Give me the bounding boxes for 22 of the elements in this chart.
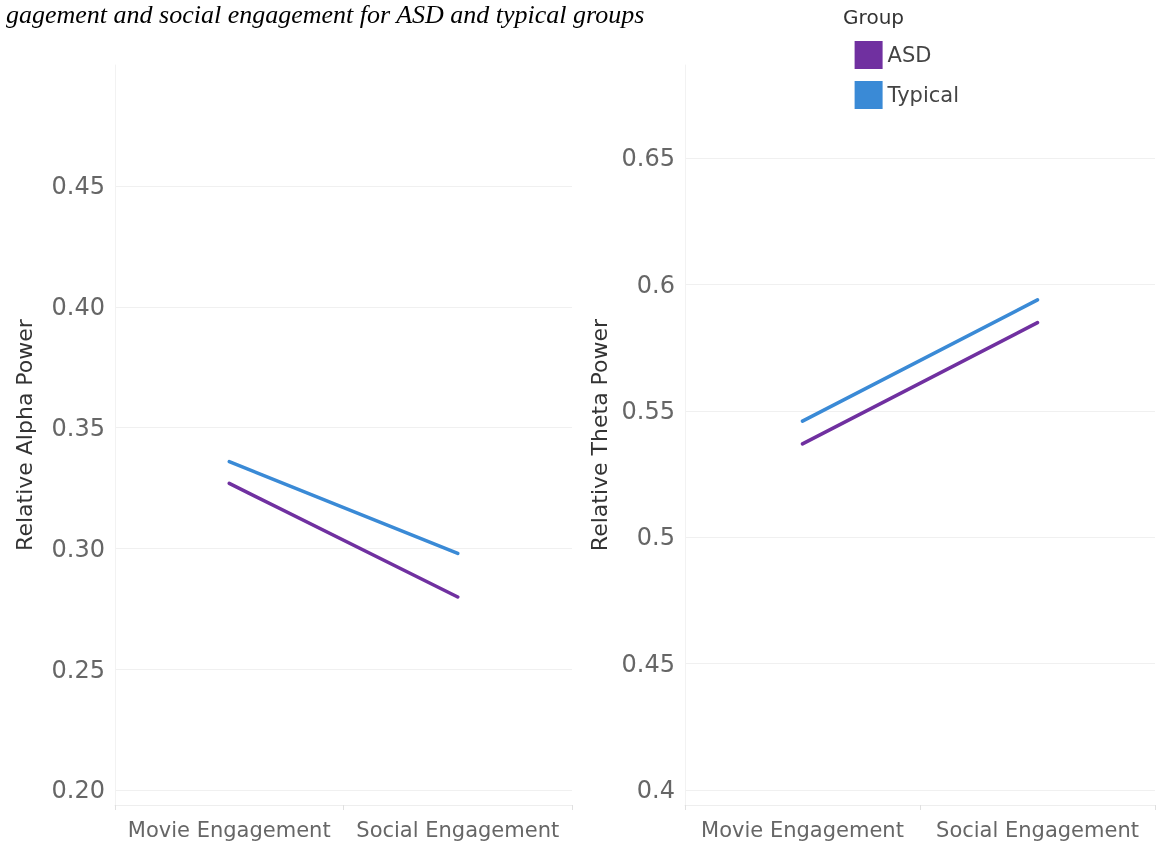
y-tick-label: 0.35: [51, 413, 105, 442]
x-tick-label: Social Engagement: [936, 817, 1139, 842]
legend-label: ASD: [887, 43, 932, 67]
y-tick-label: 0.4: [636, 775, 675, 804]
y-tick-label: 0.20: [51, 776, 105, 805]
y-tick-label: 0.65: [621, 144, 675, 173]
y-tick-label: 0.40: [51, 292, 105, 321]
x-tick-label: Movie Engagement: [127, 817, 331, 842]
y-tick-label: 0.25: [51, 655, 105, 684]
y-tick-label: 0.45: [621, 649, 675, 678]
y-tick-label: 0.5: [636, 523, 675, 552]
x-tick-label: Movie Engagement: [701, 817, 904, 842]
y-tick-label: 0.55: [621, 397, 675, 426]
legend-label: Typical: [886, 83, 960, 107]
chart-title: gagement and social engagement for ASD and typical groups: [6, 0, 645, 30]
y-tick-label: 0.30: [51, 534, 105, 563]
y-tick-label: 0.45: [51, 171, 105, 200]
legend-title: Group: [843, 5, 904, 29]
y-axis-title: Relative Alpha Power: [11, 318, 37, 551]
x-tick-label: Social Engagement: [356, 817, 560, 842]
y-tick-label: 0.6: [636, 270, 675, 299]
y-axis-title: Relative Theta Power: [587, 317, 613, 552]
